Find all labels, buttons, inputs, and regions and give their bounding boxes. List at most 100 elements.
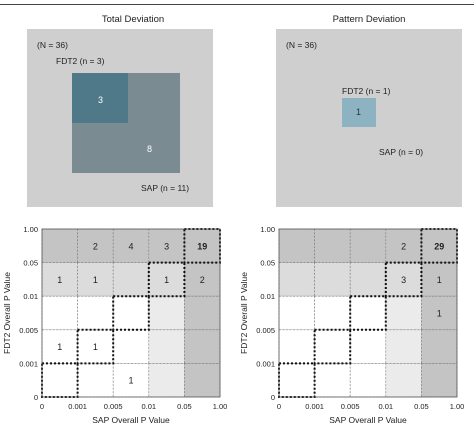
grid-cell: [314, 363, 351, 398]
agreement-cell-outline: [147, 261, 186, 298]
grid-cell: [184, 262, 221, 297]
cell-value: 3: [401, 275, 406, 285]
y-tick-label: 0.005: [256, 326, 275, 335]
venn-overlap-count: 3: [98, 95, 104, 105]
x-tick-label: 0: [277, 402, 281, 411]
x-tick-label: 0.001: [305, 402, 324, 411]
venn-sap-label: SAP (n = 11): [141, 183, 190, 193]
grid-cell: [314, 329, 351, 364]
grid-cell: [112, 329, 150, 364]
x-tick-label: 0.01: [141, 402, 156, 411]
cell-value: 2: [200, 275, 205, 285]
grid-cell: [278, 262, 315, 297]
grid-cell: [184, 295, 221, 331]
grid-cell: [278, 329, 315, 364]
grid-cell: [112, 363, 150, 398]
y-tick-label: 0.01: [260, 292, 275, 301]
cell-value: 1: [93, 342, 98, 352]
y-tick-label: 0.001: [256, 359, 275, 368]
grid-cell: [349, 295, 387, 331]
grid-cell: [184, 228, 221, 263]
grid-cell: [77, 228, 114, 263]
y-tick-label: 0.01: [23, 292, 38, 301]
agreement-cell-outline: [349, 295, 387, 331]
venn-fdt2-set: [72, 73, 128, 123]
grid-cell: [349, 228, 387, 263]
cell-value: 29: [434, 241, 444, 251]
grid-cell: [421, 228, 458, 263]
grid-cell: [421, 262, 458, 297]
grid-cell: [278, 295, 315, 331]
grid-cell: [278, 363, 315, 398]
cell-value: 1: [164, 275, 169, 285]
cell-value: 2: [401, 241, 406, 251]
venn-sap-only-count: 8: [147, 144, 153, 154]
grid-cell: [314, 295, 351, 331]
y-tick-label: 0.05: [260, 259, 275, 268]
grid-cell: [314, 262, 351, 297]
venn-fdt2-set: [342, 98, 376, 127]
venn-fdt2-label: FDT2 (n = 1): [342, 86, 391, 96]
grid-cell: [349, 363, 387, 398]
cell-value: 1: [93, 275, 98, 285]
grid-cell: [112, 228, 150, 263]
grid-cell: [385, 329, 422, 364]
grid-cell: [385, 295, 422, 331]
agreement-cell-outline: [76, 328, 115, 365]
x-tick-label: 0.01: [378, 402, 393, 411]
grid-cell: [385, 363, 422, 398]
y-tick-label: 1.00: [23, 225, 38, 234]
pattern-deviation-title: Pattern Deviation: [332, 14, 406, 25]
grid-cell: [385, 228, 422, 263]
pattern-deviation-venn: (N = 36) FDT2 (n = 1) 1 SAP (n = 0): [276, 29, 462, 207]
grid-cell: [421, 329, 458, 364]
total-deviation-venn: (N = 36) FDT2 (n = 3) 3 8 SAP (n = 11): [27, 29, 213, 207]
cell-value: 4: [128, 241, 133, 251]
venn-n-total: (N = 36): [286, 40, 317, 50]
grid-cell: [349, 329, 387, 364]
grid-cell: [421, 295, 458, 331]
cell-value: 1: [57, 275, 62, 285]
venn-sap-label: SAP (n = 0): [379, 147, 424, 157]
x-tick-label: 0.05: [177, 402, 192, 411]
grid-border: [41, 228, 221, 398]
total-deviation-title: Total Deviation: [101, 14, 165, 25]
grid-cell: [41, 262, 78, 297]
x-tick-label: 1.00: [450, 402, 465, 411]
cell-value: 1: [437, 309, 442, 319]
grid-cell: [314, 228, 351, 263]
grid-cell: [349, 262, 387, 297]
y-tick-label: 0: [34, 393, 38, 402]
cell-value: 1: [437, 275, 442, 285]
x-tick-label: 0: [40, 402, 44, 411]
y-tick-label: 0.001: [19, 359, 38, 368]
x-tick-label: 0.05: [414, 402, 429, 411]
grid-cell: [41, 329, 78, 364]
y-tick-label: 1.00: [260, 225, 275, 234]
grid-cell: [148, 363, 185, 398]
grid-cell: [148, 329, 185, 364]
y-axis-label: FDT2 Overall P Value: [239, 272, 249, 354]
grid-cell: [77, 295, 114, 331]
grid-cell: [41, 228, 78, 263]
x-axis-label: SAP Overall P Value: [92, 415, 170, 425]
grid-cell: [41, 363, 78, 398]
x-tick-label: 0.005: [341, 402, 360, 411]
grid-cell: [112, 295, 150, 331]
grid-cell: [112, 262, 150, 297]
total-deviation-grid-chart: 2 4 3 19 1 1 1 2 1 1 1 0 0.001 0.005 0.01 0.05 1.00 0 0.00…: [2, 225, 228, 425]
grid-cell: [421, 363, 458, 398]
x-tick-label: 0.001: [68, 402, 87, 411]
y-tick-label: 0: [271, 393, 275, 402]
grid-cell: [77, 262, 114, 297]
grid-cell: [41, 295, 78, 331]
y-tick-label: 0.05: [23, 259, 38, 268]
grid-cell: [184, 363, 221, 398]
cell-value: 1: [128, 376, 133, 386]
grid-cell: [184, 329, 221, 364]
grid-cell: [77, 363, 114, 398]
x-tick-label: 0.005: [104, 402, 123, 411]
top-rule: [0, 4, 474, 5]
x-tick-label: 1.00: [213, 402, 228, 411]
grid-cell: [278, 228, 315, 263]
